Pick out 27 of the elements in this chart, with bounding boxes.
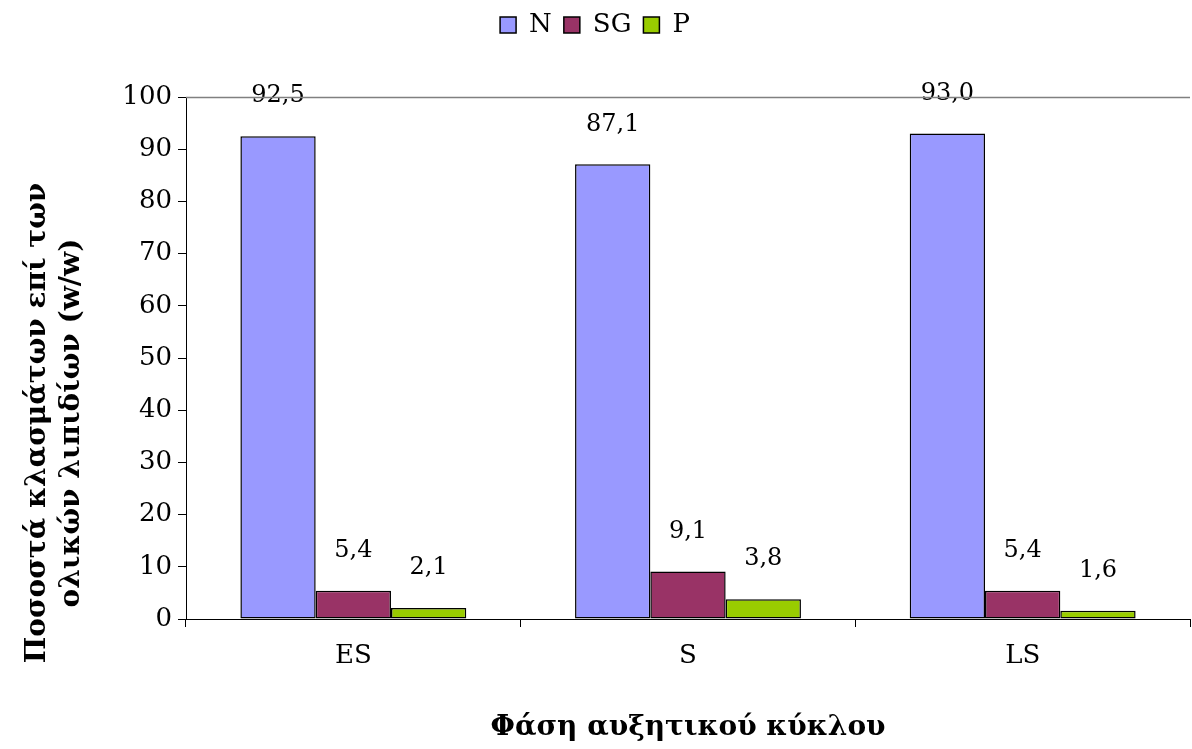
y-tick-label: 20	[138, 497, 172, 528]
data-label: 3,8	[744, 543, 783, 572]
y-tick-label: 60	[138, 288, 172, 319]
y-tick-label: 0	[155, 601, 172, 632]
y-tick-label: 100	[122, 79, 172, 110]
x-tick-label: ES	[334, 639, 372, 670]
x-axis-title: Φάση αυξητικού κύκλου	[490, 709, 886, 743]
y-tick-label: 90	[138, 131, 172, 162]
y-tick-label: 50	[138, 340, 172, 371]
x-tick-label: S	[679, 639, 697, 670]
data-label: 87,1	[585, 108, 640, 137]
data-label: 5,4	[334, 535, 373, 564]
legend-label: N	[529, 7, 552, 38]
y-tick-label: 70	[138, 236, 172, 267]
legend-label: P	[672, 7, 690, 38]
y-tick-label: 30	[138, 445, 172, 476]
y-tick-label: 10	[138, 549, 172, 580]
y-tick-label: 40	[138, 392, 172, 423]
data-label: 5,4	[1003, 535, 1042, 564]
y-tick-label: 80	[138, 184, 172, 215]
legend-label: SG	[592, 7, 632, 38]
y-axis-title: Ποσοστά κλασμάτων επί των ολικών λιπιδίων (w/w)	[19, 182, 87, 664]
data-label: 1,6	[1078, 554, 1118, 583]
data-label: 92,5	[251, 80, 305, 109]
x-tick-label: LS	[1005, 639, 1041, 670]
data-label: 2,1	[409, 552, 448, 581]
data-label: 9,1	[668, 515, 708, 544]
